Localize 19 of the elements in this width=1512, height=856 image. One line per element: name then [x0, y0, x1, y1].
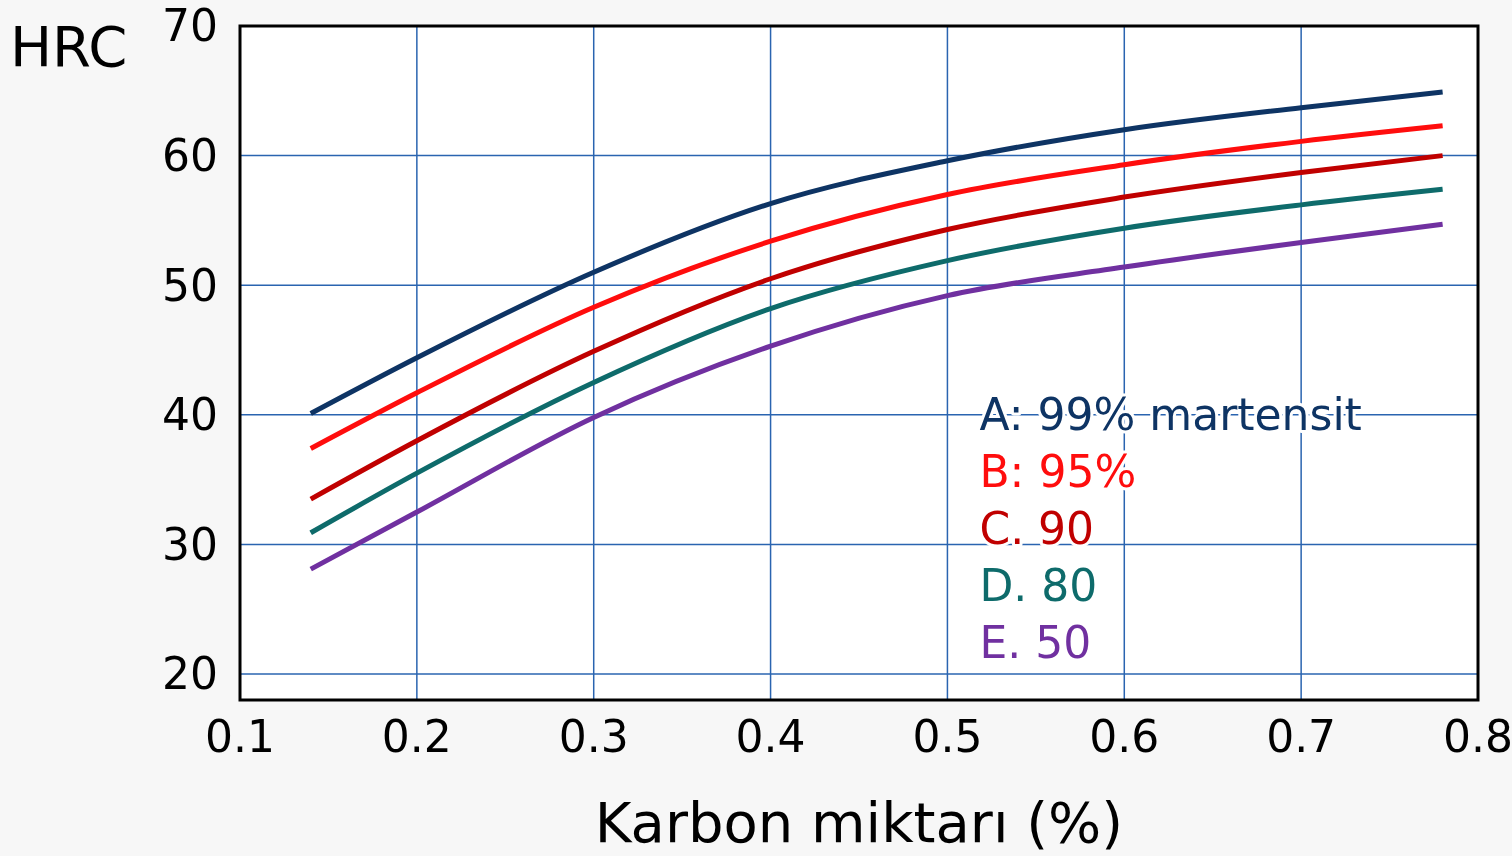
x-tick-label: 0.1	[205, 711, 275, 762]
x-tick-label: 0.5	[912, 711, 983, 762]
x-tick-label: 0.6	[1089, 711, 1160, 762]
y-tick-label: 70	[162, 0, 218, 52]
x-tick-label: 0.4	[735, 711, 806, 762]
text: E. 50	[979, 617, 1092, 669]
text: C. 90	[979, 503, 1095, 555]
text: D. 80	[979, 560, 1098, 612]
y-tick-label: 50	[162, 259, 218, 311]
y-axis-title: HRC	[10, 14, 128, 79]
x-axis-title: Karbon miktarı (%)	[594, 790, 1124, 855]
x-tick-label: 0.8	[1443, 711, 1512, 762]
x-tick-label: 0.7	[1266, 711, 1337, 762]
y-tick-label: 60	[162, 130, 218, 182]
x-tick-label: 0.3	[558, 711, 629, 762]
y-tick-label: 40	[162, 389, 218, 441]
y-tick-label: 30	[162, 518, 218, 570]
x-tick-label: 0.2	[381, 711, 452, 762]
y-tick-label: 20	[162, 648, 218, 700]
